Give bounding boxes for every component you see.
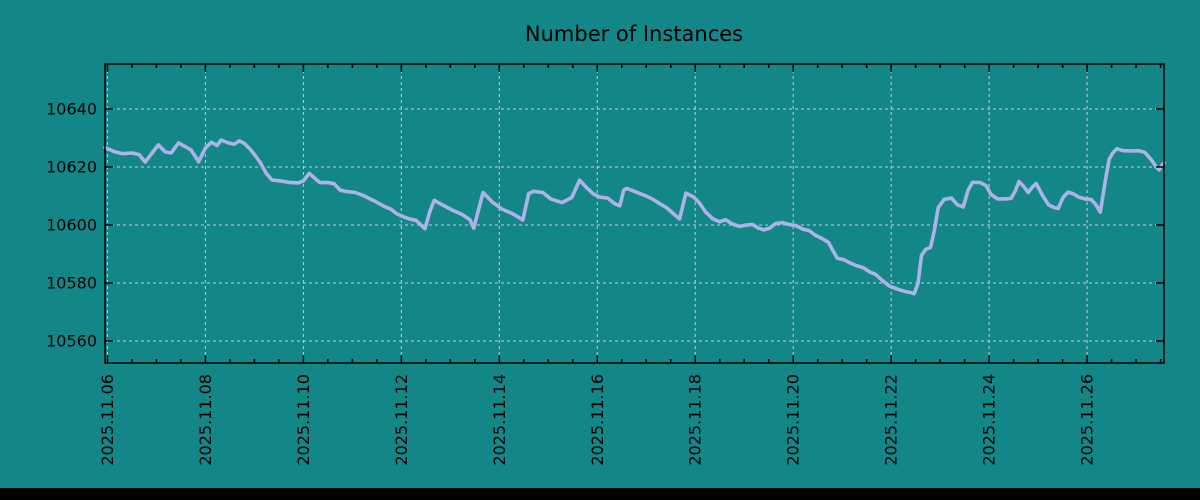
chart-layer: 10560 10580 10600 10620 10640 2025.11.06 2025.…: [46, 63, 1166, 466]
y-tick-label: 10560: [46, 332, 97, 351]
x-tick-label: 2025.11.20: [784, 374, 803, 466]
x-tick-label: 2025.11.10: [294, 374, 313, 466]
y-tick-label: 10620: [46, 158, 97, 177]
x-tick-label: 2025.11.12: [392, 374, 411, 466]
x-tick-label: 2025.11.06: [98, 374, 117, 466]
chart-title: Number of Instances: [525, 22, 743, 46]
y-tick-label: 10640: [46, 100, 97, 119]
x-tick-label: 2025.11.16: [588, 374, 607, 466]
y-tick-label: 10580: [46, 274, 97, 293]
x-tick-label: 2025.11.08: [196, 374, 215, 466]
y-tick-label: 10600: [46, 216, 97, 235]
x-tick-label: 2025.11.14: [490, 374, 509, 466]
bottom-bar: [0, 488, 1200, 500]
instances-line-chart: 10560 10580 10600 10620 10640 2025.11.06 2025.…: [46, 22, 1166, 466]
x-tick-label: 2025.11.18: [686, 374, 705, 466]
x-tick-label: 2025.11.26: [1078, 374, 1097, 466]
x-tick-label: 2025.11.24: [980, 374, 999, 466]
x-tick-label: 2025.11.22: [882, 374, 901, 466]
